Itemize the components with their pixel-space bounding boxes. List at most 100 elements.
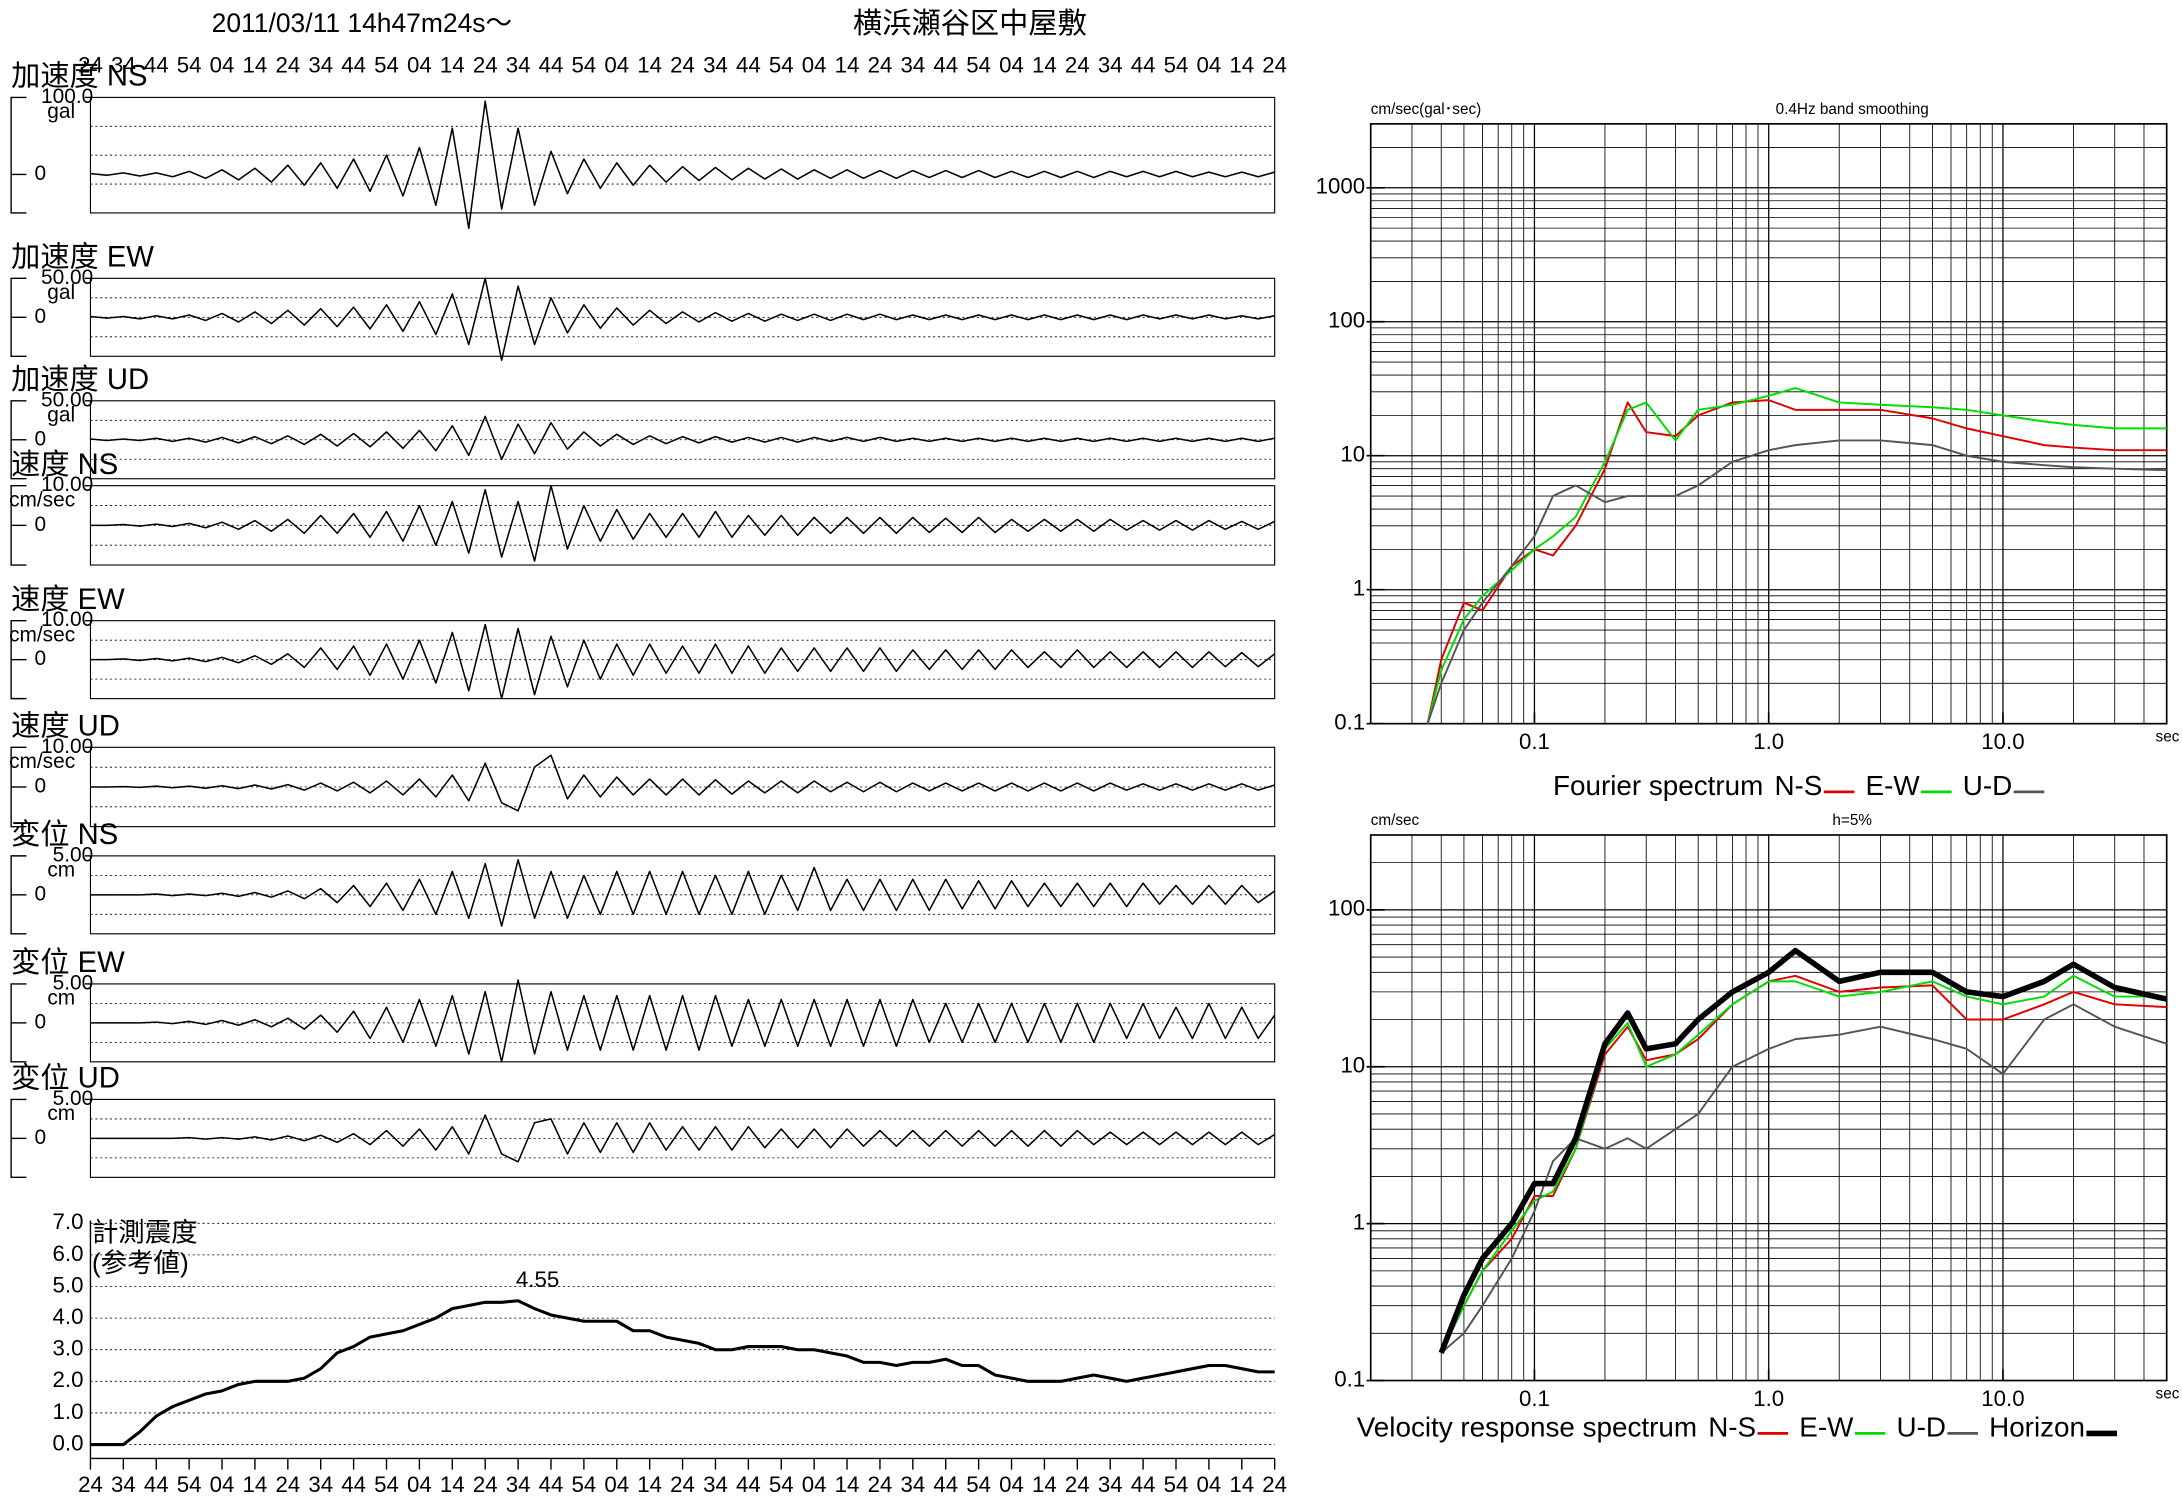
y-tick-label: 5.00 — [53, 971, 94, 994]
legend-label: Horizon — [1989, 1412, 2085, 1443]
x-tick-label: 54 — [1164, 53, 1189, 78]
chart-title: 2011/03/11 14h47m24s～ — [212, 8, 512, 38]
panel-frame — [89, 96, 1276, 214]
panel-name: 変位 EW — [11, 946, 125, 979]
x-tick-label: 44 — [933, 1472, 958, 1497]
x-tick-label: 14 — [1229, 53, 1254, 78]
x-tick-label: 14 — [243, 1472, 268, 1497]
spectrum-line — [1440, 1003, 2167, 1354]
x-tick-label: 24 — [275, 53, 300, 78]
x-tick-label: 44 — [341, 53, 366, 78]
x-tick-label: 24 — [1262, 1472, 1287, 1497]
x-tick-label: 04 — [604, 1472, 629, 1497]
x-tick-label: 34 — [1098, 53, 1123, 78]
legend-label: N-S — [1774, 770, 1822, 801]
y-tick-label: 100.0 — [41, 85, 93, 108]
x-tick-label: 34 — [703, 53, 728, 78]
x-tick-label: 54 — [966, 53, 991, 78]
legend-label: E-W — [1799, 1412, 1854, 1443]
y-tick-label: 6.0 — [53, 1241, 84, 1266]
waveform — [90, 415, 1275, 461]
y-tick-label: 5.00 — [53, 1087, 94, 1110]
x-tick-label: 14 — [637, 53, 662, 78]
x-tick-label: 14 — [440, 53, 465, 78]
y-tick-label: 0 — [35, 775, 47, 798]
y-tick-label: 0 — [35, 162, 47, 185]
panel-frame — [89, 277, 1276, 357]
unit-label: gal — [47, 100, 75, 123]
y-tick-label: 1 — [1353, 1210, 1365, 1235]
x-tick-label: 44 — [736, 1472, 761, 1497]
y-tick-label: 10 — [1340, 1053, 1365, 1078]
y-tick-label: 1.0 — [53, 1399, 84, 1424]
x-tick-label: 14 — [243, 53, 268, 78]
spectrum-line — [1440, 974, 2167, 1354]
panel-frame — [89, 746, 1276, 828]
y-axis-label: 計測震度 — [92, 1217, 198, 1247]
y-tick-label: 0.1 — [1334, 1366, 1365, 1391]
unit-label: cm/sec — [9, 750, 75, 773]
x-tick-label: 24 — [473, 53, 498, 78]
x-tick-label: 44 — [341, 1472, 366, 1497]
y-tick-label: 7.0 — [53, 1209, 84, 1234]
x-tick-label: 04 — [407, 53, 432, 78]
x-tick-label: 14 — [440, 1472, 465, 1497]
x-tick-label: 04 — [999, 53, 1024, 78]
waveform — [90, 277, 1275, 361]
x-tick-label: 44 — [1131, 1472, 1156, 1497]
x-tick-label: 34 — [111, 53, 136, 78]
y-tick-label: 0 — [35, 513, 47, 536]
y-tick-label: 5.0 — [53, 1272, 84, 1297]
panel-frame — [89, 855, 1276, 935]
panel-name: 加速度 EW — [11, 241, 154, 274]
y-tick-label: 3.0 — [53, 1336, 84, 1361]
y-axis-label: cm/sec(gal･sec) — [1371, 101, 1481, 118]
legend-label: U-D — [1897, 1412, 1946, 1443]
waveform — [90, 979, 1276, 1063]
x-tick-label: 24 — [473, 1472, 498, 1497]
x-tick-label: 24 — [1065, 53, 1090, 78]
x-axis-label: sec — [2156, 729, 2180, 746]
x-tick-label: 44 — [144, 53, 169, 78]
y-tick-label: 100 — [1328, 308, 1365, 333]
spectrum-line — [1426, 387, 2167, 724]
x-tick-label: 54 — [769, 53, 794, 78]
y-axis-label: cm/sec — [1371, 812, 1420, 829]
x-tick-label: 24 — [868, 1472, 893, 1497]
panel-name: 加速度 NS — [11, 60, 147, 93]
x-tick-label: 34 — [900, 1472, 925, 1497]
panel-name: 加速度 UD — [11, 363, 149, 396]
x-tick-label: 24 — [1065, 1472, 1090, 1497]
x-tick-label: 54 — [966, 1472, 991, 1497]
x-tick-label: 1.0 — [1753, 729, 1784, 754]
spectrum-line — [1438, 947, 2168, 1354]
waveform — [90, 484, 1276, 562]
waveform — [90, 623, 1276, 700]
waveform — [90, 1114, 1276, 1163]
waveform — [90, 100, 1275, 230]
x-tick-label: 44 — [539, 53, 564, 78]
x-tick-label: 14 — [637, 1472, 662, 1497]
x-tick-label: 04 — [210, 53, 235, 78]
x-tick-label: 0.1 — [1519, 729, 1550, 754]
x-tick-label: 44 — [144, 1472, 169, 1497]
x-tick-label: 34 — [506, 53, 531, 78]
y-tick-label: 2.0 — [53, 1367, 84, 1392]
x-tick-label: 04 — [1197, 53, 1222, 78]
x-axis-label: sec — [2156, 1385, 2180, 1402]
spectrum-line — [1426, 439, 2167, 724]
x-tick-label: 14 — [1229, 1472, 1254, 1497]
bracket — [10, 96, 27, 214]
x-tick-label: 14 — [835, 1472, 860, 1497]
y-tick-label: 10.00 — [41, 735, 93, 758]
x-tick-label: 34 — [506, 1472, 531, 1497]
chart-subtitle: 横浜瀬谷区中屋敷 — [853, 7, 1087, 40]
x-tick-label: 54 — [1164, 1472, 1189, 1497]
x-tick-label: 44 — [1131, 53, 1156, 78]
y-tick-label: 0 — [35, 427, 47, 450]
spectrum-line — [1440, 974, 2167, 1354]
peak-annotation: 4.55 — [516, 1267, 559, 1292]
x-tick-label: 34 — [111, 1472, 136, 1497]
x-tick-label: 54 — [177, 1472, 202, 1497]
legend-label: U-D — [1963, 770, 2012, 801]
